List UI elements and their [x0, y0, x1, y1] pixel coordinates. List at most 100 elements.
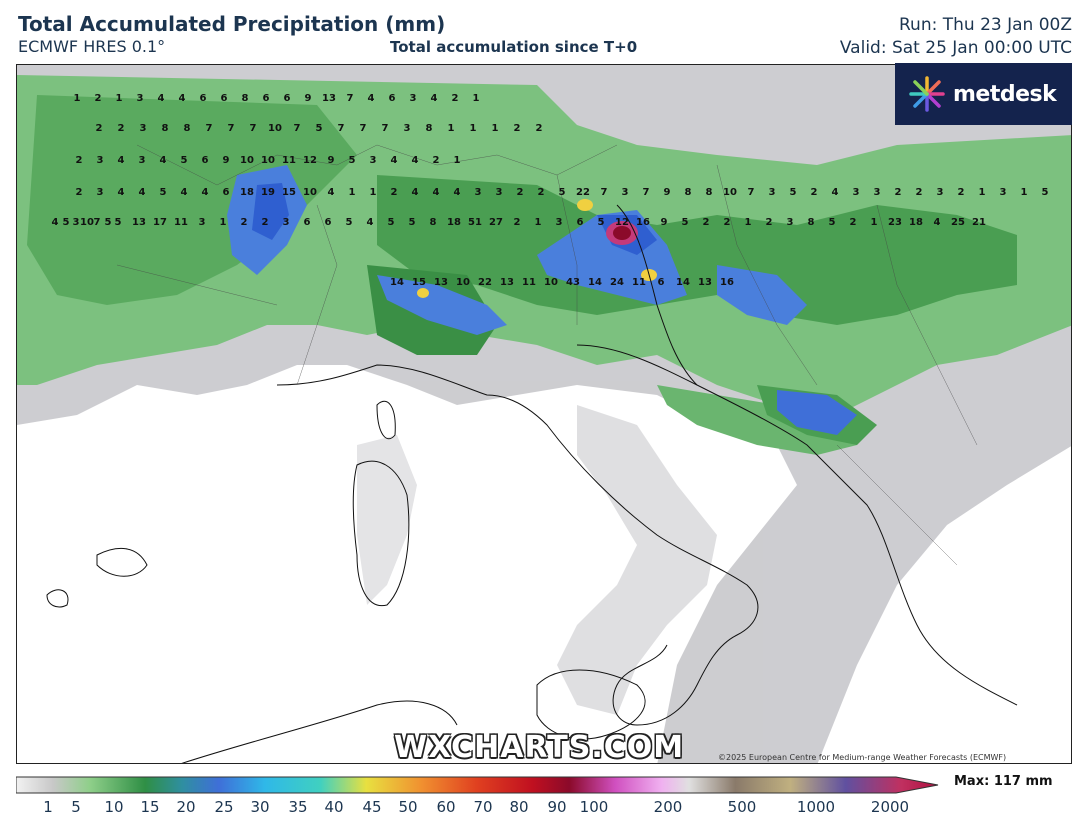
station-value: 2	[452, 93, 459, 104]
station-value: 7	[382, 123, 389, 134]
station-value: 2	[895, 187, 902, 198]
station-value: 2	[811, 187, 818, 198]
copyright-notice: ©2025 European Centre for Medium-range W…	[718, 753, 1007, 762]
station-value: 1	[1021, 187, 1028, 198]
station-value: 7	[748, 187, 755, 198]
station-value: 1	[349, 187, 356, 198]
colorbar-tick: 45	[362, 798, 382, 816]
station-value: 3	[139, 155, 146, 166]
station-value: 1	[448, 123, 455, 134]
station-value: 23	[888, 217, 902, 228]
station-value: 1	[745, 217, 752, 228]
station-value: 1	[220, 217, 227, 228]
station-value: 3	[769, 187, 776, 198]
station-value: 2	[766, 217, 773, 228]
station-value: 10	[268, 123, 282, 134]
station-value: 6	[577, 217, 584, 228]
station-value: 10	[240, 155, 254, 166]
accumulation-note: Total accumulation since T+0	[390, 38, 638, 56]
station-value: 3	[937, 187, 944, 198]
station-value: 3	[1000, 187, 1007, 198]
station-value: 6	[304, 217, 311, 228]
station-value: 6	[389, 93, 396, 104]
station-value: 7	[250, 123, 257, 134]
colorbar-tick: 40	[324, 798, 344, 816]
station-value: 1	[979, 187, 986, 198]
colorbar-tick: 25	[214, 798, 234, 816]
station-value: 10	[723, 187, 737, 198]
station-value: 5	[346, 217, 353, 228]
station-value: 5	[682, 217, 689, 228]
station-value: 5	[598, 217, 605, 228]
station-value: 51	[468, 217, 482, 228]
station-value: 4	[431, 93, 438, 104]
wxcharts-watermark: WXCHARTS.COM	[394, 730, 685, 765]
station-value: 8	[685, 187, 692, 198]
station-value: 4	[139, 187, 146, 198]
colorbar-tick: 200	[653, 798, 683, 816]
station-value: 3	[404, 123, 411, 134]
station-value: 2	[118, 123, 125, 134]
station-value: 2	[916, 187, 923, 198]
run-time: Run: Thu 23 Jan 00Z	[899, 15, 1072, 35]
station-value: 22	[576, 187, 590, 198]
station-value: 6	[658, 277, 665, 288]
station-value: 2	[433, 155, 440, 166]
station-value: 43	[566, 277, 580, 288]
station-value: 2	[391, 187, 398, 198]
station-value: 3	[475, 187, 482, 198]
station-value: 18	[447, 217, 461, 228]
station-value: 5	[1042, 187, 1049, 198]
colorbar-tick: 90	[547, 798, 567, 816]
station-value: 6	[223, 187, 230, 198]
valid-time: Valid: Sat 25 Jan 00:00 UTC	[839, 38, 1072, 58]
station-value: 6	[284, 93, 291, 104]
station-value: 10	[456, 277, 470, 288]
station-value: 4	[202, 187, 209, 198]
station-value: 4	[367, 217, 374, 228]
station-value: 3	[283, 217, 290, 228]
station-value: 14	[588, 277, 602, 288]
colorbar-tick: 60	[436, 798, 456, 816]
precipitation-map[interactable]: 1 2 1 3 4 4 6 6 8 6 6 9 13 7 4 6 3 4 2 1 2 2 3 8 8 7 7 7 10 7 5 7 7 7 3 8 1 1…	[16, 64, 1072, 764]
colorbar-tick: 5	[71, 798, 81, 816]
station-value: 7	[643, 187, 650, 198]
colorbar-gradient	[16, 776, 939, 794]
station-value: 4	[52, 217, 59, 228]
station-value: 5	[349, 155, 356, 166]
station-value: 2	[517, 187, 524, 198]
map-canvas: 1 2 1 3 4 4 6 6 8 6 6 9 13 7 4 6 3 4 2 12 2 3 8 8 7 7 7 10 7 5 7 7 7 3 8 1 1…	[17, 65, 1071, 763]
station-value: 15	[412, 277, 426, 288]
station-value: 3	[496, 187, 503, 198]
station-value: 10	[80, 217, 94, 228]
station-value: 8	[184, 123, 191, 134]
station-value: 2	[96, 123, 103, 134]
station-value: 5	[316, 123, 323, 134]
station-value: 5	[409, 217, 416, 228]
max-label: Max: 117 mm	[954, 774, 1053, 789]
station-value: 10	[303, 187, 317, 198]
station-value: 2	[241, 217, 248, 228]
station-value: 2	[76, 155, 83, 166]
colorbar-tick: 1000	[796, 798, 836, 816]
station-value: 5	[829, 217, 836, 228]
station-value: 13	[322, 93, 336, 104]
station-value: 1	[871, 217, 878, 228]
station-value: 11	[174, 217, 188, 228]
colorbar-tick: 35	[288, 798, 308, 816]
station-value: 4	[160, 155, 167, 166]
colorbar	[16, 776, 939, 794]
station-value: 16	[720, 277, 734, 288]
green-precip-layer	[17, 75, 1071, 455]
station-value: 5	[160, 187, 167, 198]
station-value: 1	[535, 217, 542, 228]
heavy-precip-layer	[227, 165, 857, 435]
station-value: 8	[430, 217, 437, 228]
station-value: 8	[706, 187, 713, 198]
colorbar-tick: 80	[509, 798, 529, 816]
metdesk-logo[interactable]: metdesk	[895, 63, 1072, 125]
station-value: 4	[368, 93, 375, 104]
station-value: 25	[951, 217, 965, 228]
station-value: 3	[410, 93, 417, 104]
logo-text: metdesk	[953, 81, 1057, 107]
